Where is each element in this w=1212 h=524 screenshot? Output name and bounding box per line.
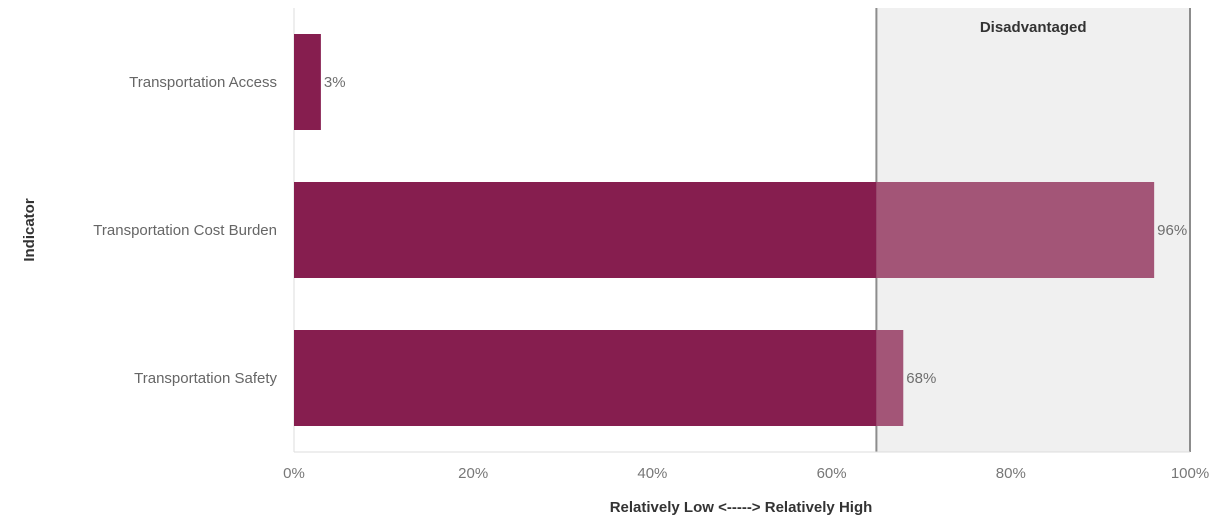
x-tick-label: 60% [817,465,847,482]
category-label: Transportation Cost Burden [93,222,277,239]
category-label: Transportation Safety [134,370,277,387]
x-tick-label: 40% [637,465,667,482]
data-label: 96% [1157,222,1187,239]
bar-in-region-segment [876,182,1155,278]
bar [294,182,877,278]
disadvantaged-region-label: Disadvantaged [980,19,1087,36]
bar [294,34,321,130]
bar [294,330,877,426]
y-axis-title: Indicator [21,198,38,262]
x-tick-label: 0% [283,465,305,482]
category-label: Transportation Access [129,74,277,91]
x-axis-title: Relatively Low <-----> Relatively High [610,499,873,516]
data-label: 3% [324,74,346,91]
bar-in-region-segment [876,330,904,426]
x-tick-label: 20% [458,465,488,482]
data-label: 68% [906,370,936,387]
x-tick-label: 100% [1171,465,1209,482]
x-tick-label: 80% [996,465,1026,482]
